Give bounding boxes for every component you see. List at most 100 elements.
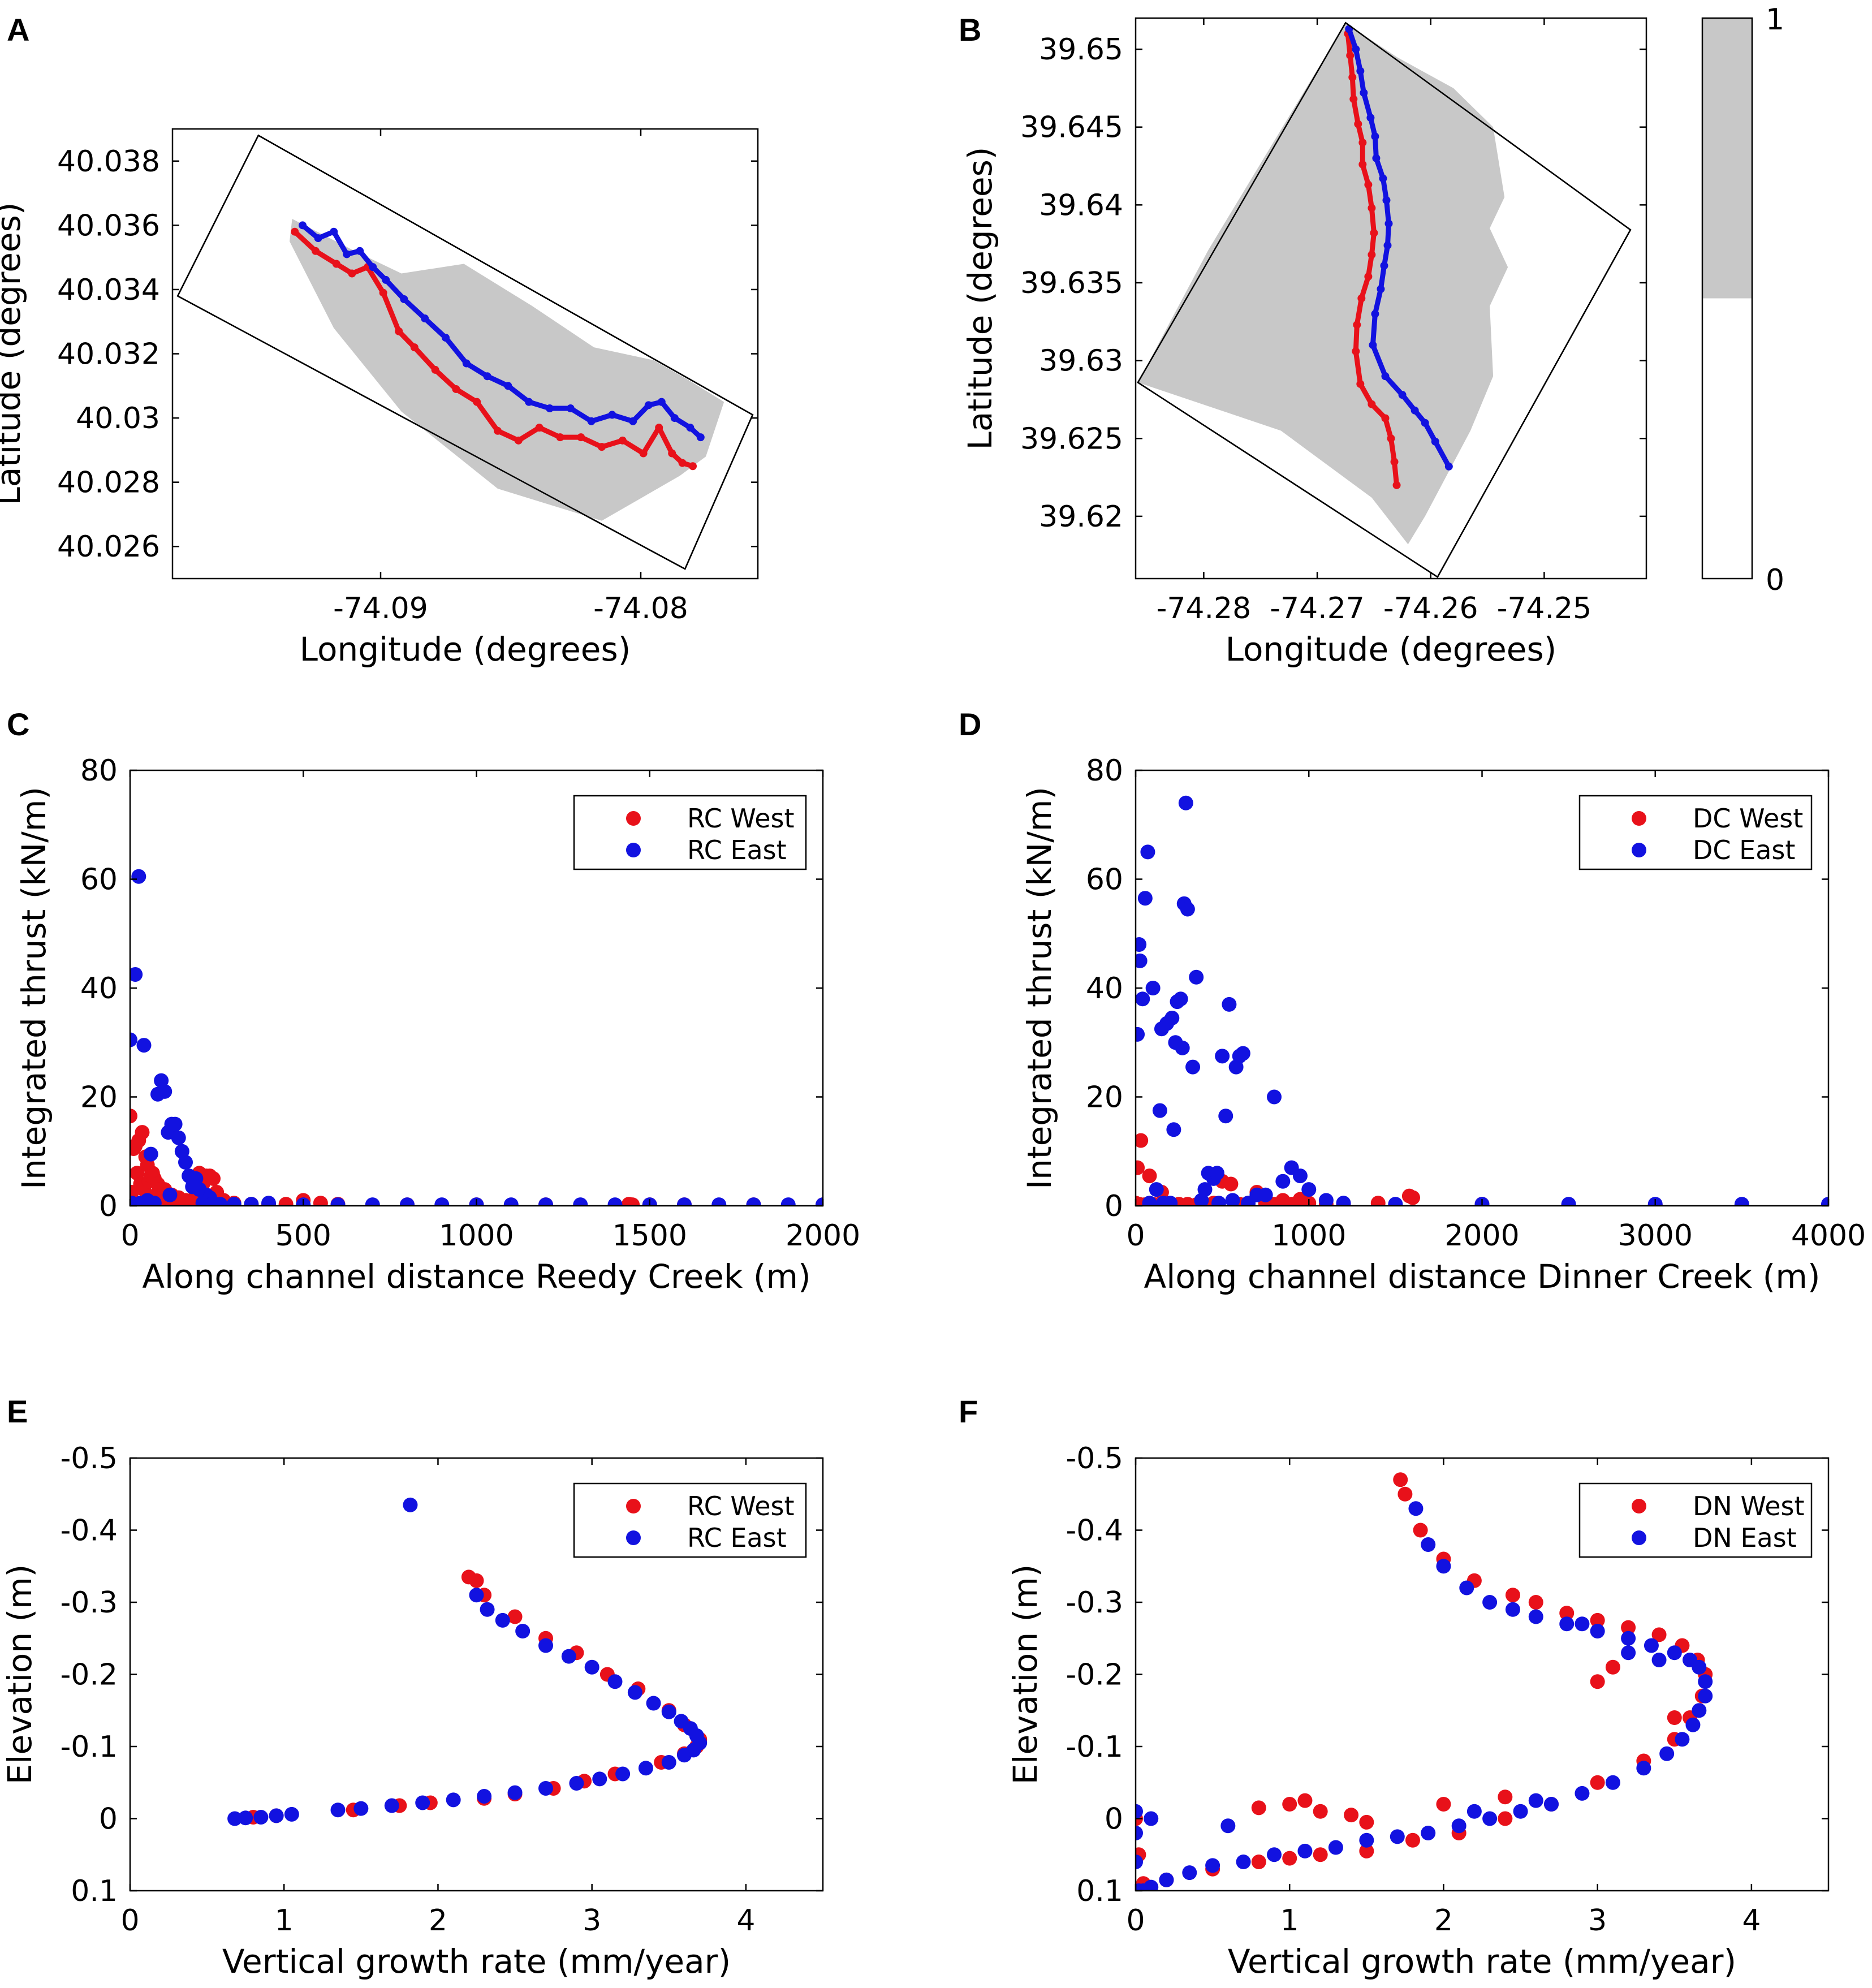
x-tick-label: 3: [1588, 1904, 1607, 1938]
y-tick-label: 39.625: [1020, 422, 1123, 456]
data-point: [816, 1197, 823, 1206]
x-tick-label: 500: [275, 1219, 331, 1253]
y-tick-label: 60: [80, 863, 118, 897]
data-point: [171, 1130, 186, 1145]
data-point: [1559, 1606, 1575, 1621]
channel-point: [587, 417, 596, 425]
legend-marker: [626, 811, 641, 826]
data-point: [1185, 1059, 1201, 1075]
channel-point: [1353, 321, 1361, 329]
channel-point: [395, 327, 403, 335]
legend-box: [1578, 795, 1813, 870]
data-point: [313, 1196, 328, 1206]
legend-box: [573, 1482, 807, 1558]
colorbar-frame: [1701, 17, 1753, 580]
data-point: [469, 1573, 484, 1588]
y-tick-label: 40.03: [76, 402, 160, 435]
x-axis-label: Along channel distance Dinner Creek (m): [1144, 1257, 1821, 1296]
data-point: [1651, 1627, 1667, 1642]
data-point: [157, 1084, 172, 1099]
data-point: [1152, 1103, 1167, 1118]
x-tick-label: 0: [120, 1904, 139, 1938]
data-point: [1209, 1166, 1224, 1181]
x-tick-label: -74.26: [1383, 592, 1478, 626]
data-point: [1451, 1818, 1466, 1834]
y-tick-label: 20: [80, 1081, 118, 1115]
data-point: [330, 1197, 346, 1206]
channel-point: [1411, 406, 1419, 415]
channel-point: [1356, 67, 1365, 75]
data-point: [1218, 1109, 1233, 1124]
channel-point: [1369, 341, 1377, 350]
panel-label: E: [7, 1394, 28, 1429]
panel-label: A: [7, 12, 29, 48]
channel-point: [462, 359, 471, 368]
x-axis-label: Vertical growth rate (mm/year): [222, 1942, 731, 1981]
data-point: [677, 1197, 692, 1206]
data-point: [1621, 1645, 1636, 1661]
x-tick-label: 3000: [1618, 1219, 1693, 1253]
y-tick-label: 0.1: [71, 1874, 118, 1908]
data-point: [1136, 1855, 1143, 1869]
panel-label: B: [959, 12, 981, 48]
data-point: [1482, 1811, 1498, 1826]
data-point: [1267, 1847, 1282, 1862]
legend-label: DN West: [1693, 1491, 1805, 1521]
panel-b: B -74.28 -74.27 -74.26 -74.25 39.62 39.625 39.6…: [959, 3, 1784, 669]
panel-label: C: [7, 706, 29, 742]
data-point: [1292, 1168, 1308, 1184]
data-point: [1466, 1804, 1482, 1819]
legend-marker: [626, 843, 641, 857]
data-point: [1644, 1638, 1659, 1653]
data-point: [1505, 1588, 1520, 1603]
data-point: [646, 1696, 661, 1711]
legend-label: RC West: [687, 803, 795, 834]
data-point: [1236, 1855, 1251, 1869]
channel-point: [400, 295, 408, 303]
data-point: [1590, 1624, 1605, 1638]
data-point: [1136, 953, 1148, 968]
channel-point: [1348, 73, 1357, 81]
data-point: [1408, 1501, 1424, 1516]
data-point: [1390, 1829, 1405, 1844]
data-point: [226, 1197, 241, 1206]
channel-point: [1380, 261, 1388, 270]
data-point: [538, 1780, 553, 1796]
data-point: [638, 1761, 653, 1776]
x-tick-label: 4: [736, 1904, 755, 1938]
channel-point: [1354, 120, 1362, 128]
x-tick-label: -74.09: [333, 592, 428, 626]
data-point: [674, 1714, 689, 1729]
data-point: [1590, 1612, 1605, 1628]
data-point: [1436, 1797, 1451, 1812]
y-tick-label: -0.3: [61, 1586, 118, 1620]
data-point: [1421, 1826, 1436, 1840]
channel-point: [689, 462, 697, 471]
data-point: [1251, 1855, 1266, 1869]
channel-point: [678, 459, 687, 467]
data-point: [1605, 1775, 1620, 1790]
plot-area: [176, 134, 754, 570]
channel-point: [299, 221, 307, 230]
data-point: [1267, 1089, 1282, 1105]
data-point: [625, 1197, 640, 1206]
x-tick-label: 0: [1126, 1219, 1145, 1253]
data-point: [1328, 1840, 1343, 1855]
x-tick-label: 0: [120, 1219, 139, 1253]
data-point: [627, 1685, 642, 1700]
data-point: [1313, 1804, 1328, 1819]
data-point: [1145, 981, 1161, 995]
channel-point: [431, 365, 439, 374]
data-point: [1683, 1653, 1697, 1667]
data-point: [1136, 1160, 1145, 1175]
data-point: [507, 1785, 523, 1800]
channel-point: [1358, 160, 1367, 169]
data-point: [1667, 1710, 1682, 1725]
channel-point: [356, 247, 364, 255]
data-point: [162, 1187, 178, 1202]
channel-point: [442, 334, 450, 342]
y-tick-label: 40: [1086, 972, 1123, 1006]
y-tick-label: -0.1: [61, 1730, 118, 1764]
